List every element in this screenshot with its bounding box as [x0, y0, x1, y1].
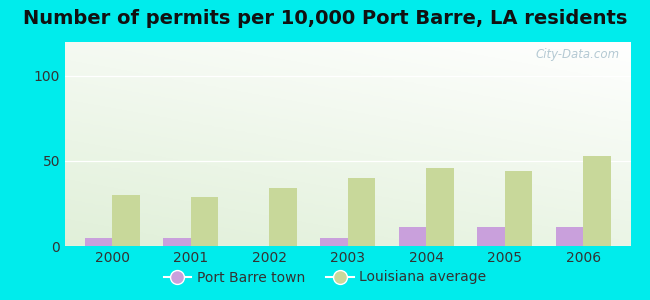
- Bar: [348, 178, 375, 246]
- Bar: [84, 238, 112, 246]
- Bar: [399, 227, 426, 246]
- Bar: [584, 156, 611, 246]
- Bar: [320, 238, 348, 246]
- Legend: Port Barre town, Louisiana average: Port Barre town, Louisiana average: [158, 265, 492, 290]
- Bar: [556, 227, 584, 246]
- Bar: [269, 188, 296, 246]
- Bar: [190, 197, 218, 246]
- Bar: [505, 171, 532, 246]
- Bar: [112, 195, 140, 246]
- Text: City-Data.com: City-Data.com: [535, 48, 619, 61]
- Bar: [163, 238, 190, 246]
- Bar: [426, 168, 454, 246]
- Bar: [477, 227, 505, 246]
- Text: Number of permits per 10,000 Port Barre, LA residents: Number of permits per 10,000 Port Barre,…: [23, 9, 627, 28]
